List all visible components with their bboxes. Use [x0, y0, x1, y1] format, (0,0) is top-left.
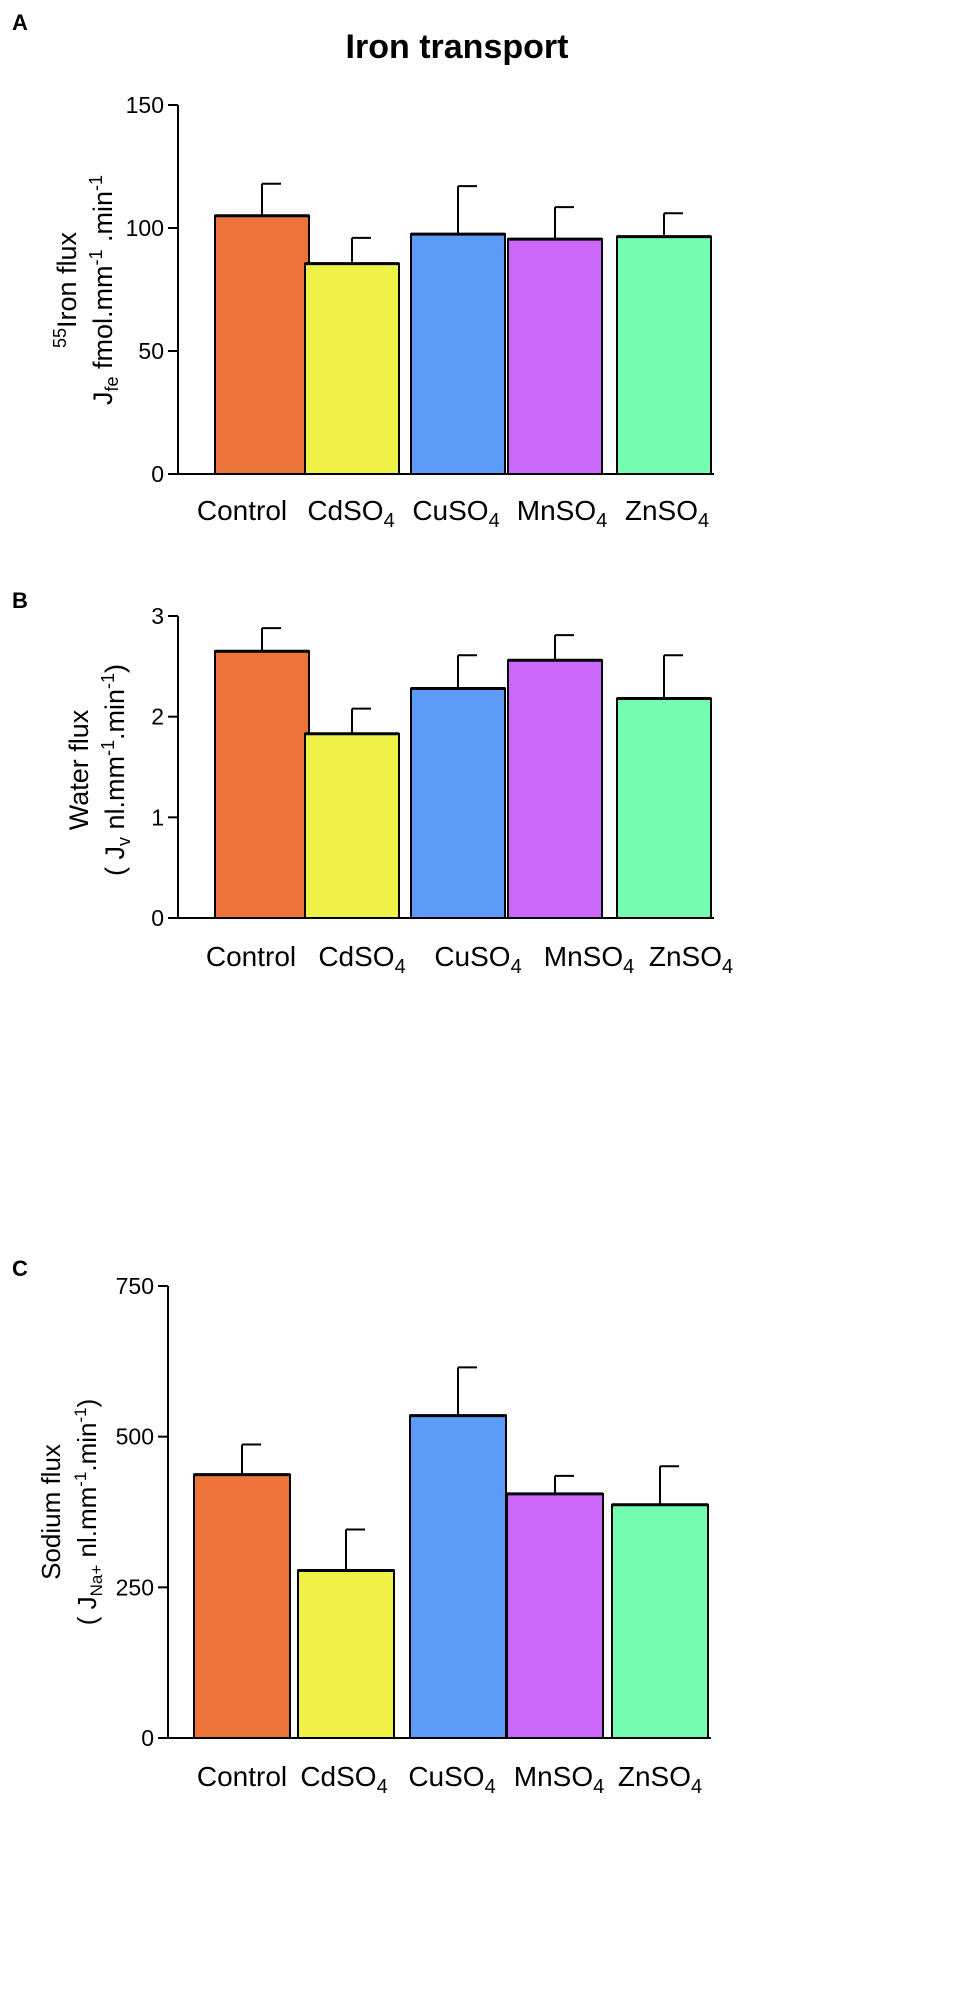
y-tick-label: 500 — [116, 1424, 154, 1450]
category-label: CdSO4 — [318, 941, 405, 978]
bar-4 — [506, 1492, 604, 1740]
category-label: ZnSO4 — [649, 941, 733, 978]
bar-5 — [616, 235, 712, 475]
bar-5 — [611, 1503, 709, 1739]
y-tick-label: 750 — [116, 1273, 154, 1299]
bar-1 — [214, 214, 310, 475]
panel-b: B 0 1 2 3 Control CdSO4 CuSO4 MnSO4 ZnSO4 Water fl… — [12, 588, 733, 978]
category-label: Control — [197, 495, 287, 526]
chart-title: Iron transport — [346, 28, 569, 66]
bar-2 — [304, 262, 400, 476]
panel-label: C — [12, 1256, 28, 1281]
y-tick-label: 0 — [141, 1725, 154, 1751]
bar-2 — [304, 732, 400, 920]
y-axis-label-line1: Water flux — [64, 709, 94, 830]
y-axis-label-line1: Sodium flux — [36, 1444, 66, 1580]
y-axis-label-line2: Jfe fmol.mm-1 .min-1 — [86, 175, 122, 405]
panel-c: C 0 250 500 750 Control CdSO4 CuSO4 MnSO4 ZnSO4 So… — [12, 1256, 711, 1798]
y-tick-label: 3 — [151, 603, 164, 629]
category-label: CuSO4 — [408, 1761, 495, 1798]
bar-3 — [410, 687, 506, 919]
category-label: Control — [206, 941, 296, 972]
y-tick-label: 2 — [151, 704, 164, 730]
y-axis-label-line2: ( JNa+ nl.mm-1.min-1) — [71, 1399, 106, 1626]
bar-3 — [410, 233, 506, 475]
category-label: MnSO4 — [544, 941, 634, 978]
category-label: MnSO4 — [514, 1761, 604, 1798]
bar-1 — [214, 650, 310, 919]
bar-4 — [507, 659, 603, 919]
panel-label: B — [12, 588, 28, 613]
category-label: CuSO4 — [434, 941, 521, 978]
y-tick-label: 0 — [151, 461, 164, 487]
bar-1 — [193, 1473, 291, 1739]
category-label: Control — [197, 1761, 287, 1792]
category-label: MnSO4 — [517, 495, 607, 532]
y-tick-label: 0 — [151, 905, 164, 931]
y-axis-label-line1: 55Iron flux — [50, 231, 82, 348]
category-label: CuSO4 — [412, 495, 499, 532]
y-tick-label: 150 — [126, 92, 164, 118]
category-label: CdSO4 — [307, 495, 394, 532]
panel-a: A Iron transport 0 50 100 150 Control CdSO4 CuSO… — [12, 10, 714, 532]
category-label: ZnSO4 — [618, 1761, 702, 1798]
bar-5 — [616, 697, 712, 920]
y-tick-label: 50 — [138, 338, 164, 364]
category-label: ZnSO4 — [625, 495, 709, 532]
y-tick-label: 100 — [126, 215, 164, 241]
category-label: CdSO4 — [300, 1761, 387, 1798]
bar-3 — [409, 1414, 507, 1740]
y-tick-label: 250 — [116, 1574, 154, 1600]
bar-2 — [297, 1569, 395, 1739]
y-tick-label: 1 — [151, 804, 164, 830]
y-axis-label-line2: ( Jv nl.mm-1.min-1) — [98, 664, 134, 876]
bar-4 — [507, 238, 603, 475]
panel-label: A — [12, 10, 28, 35]
